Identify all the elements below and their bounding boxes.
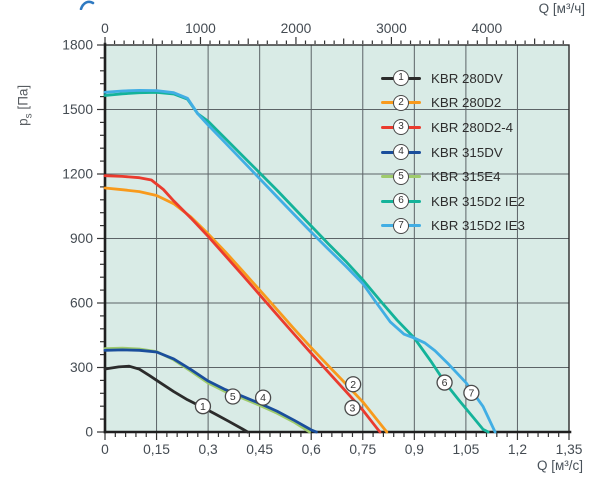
svg-text:1,05: 1,05 xyxy=(452,442,479,457)
svg-text:3000: 3000 xyxy=(376,21,407,36)
svg-text:7: 7 xyxy=(468,387,474,399)
legend-item: 3 KBR 280D2-4 xyxy=(381,115,525,140)
svg-text:1000: 1000 xyxy=(185,21,216,36)
svg-text:300: 300 xyxy=(70,360,93,375)
curve-label-1: 1 xyxy=(194,398,212,415)
axis-ticks xyxy=(97,37,570,440)
svg-text:1500: 1500 xyxy=(62,102,93,117)
axis-lines xyxy=(103,42,572,434)
svg-text:0: 0 xyxy=(85,425,93,440)
legend-marker: 2 xyxy=(381,94,421,111)
legend-marker: 4 xyxy=(381,144,421,161)
svg-text:0: 0 xyxy=(101,442,109,457)
legend-marker: 1 xyxy=(381,70,421,87)
legend-item: 5 KBR 315E4 xyxy=(381,164,525,189)
legend-number-badge: 2 xyxy=(393,94,409,111)
svg-text:0,15: 0,15 xyxy=(143,442,170,457)
curve-3 xyxy=(103,174,382,434)
legend-marker: 6 xyxy=(381,193,421,210)
svg-text:4000: 4000 xyxy=(472,21,503,36)
legend-label: KBR 315D2 IE2 xyxy=(431,193,525,209)
legend: 1 KBR 280DV 2 KBR 280D2 3 KBR 280D2-4 4 KBR 315… xyxy=(381,66,525,238)
svg-text:0,3: 0,3 xyxy=(199,442,219,457)
curve-1 xyxy=(103,364,250,434)
legend-number-badge: 6 xyxy=(393,193,409,210)
legend-item: 2 KBR 280D2 xyxy=(381,91,525,116)
curve-7 xyxy=(103,89,497,434)
legend-item: 6 KBR 315D2 IE2 xyxy=(381,189,525,214)
svg-text:0,9: 0,9 xyxy=(405,442,425,457)
curve-label-6: 6 xyxy=(436,374,453,391)
cropped-logo-fragment xyxy=(79,0,95,10)
legend-marker: 7 xyxy=(381,217,421,234)
svg-text:1800: 1800 xyxy=(62,38,93,53)
legend-number-badge: 1 xyxy=(393,70,409,87)
svg-text:0,6: 0,6 xyxy=(302,442,322,457)
legend-item: 7 KBR 315D2 IE3 xyxy=(381,214,525,239)
svg-text:1200: 1200 xyxy=(62,167,93,182)
legend-label: KBR 315E4 xyxy=(431,169,501,185)
legend-number-badge: 3 xyxy=(393,119,409,136)
svg-text:0: 0 xyxy=(101,21,109,36)
svg-text:6: 6 xyxy=(442,377,448,389)
legend-number-badge: 5 xyxy=(393,168,409,185)
x-axis-bottom-title: Q [м³/с] xyxy=(536,458,583,473)
y-axis-title: ps [Па] xyxy=(16,53,35,157)
tick-labels: 0 0,15 0,3 0,45 0,6 0,75 0,9 1,05 1,2 1,350 1000 20… xyxy=(62,21,582,457)
legend-label: KBR 315DV xyxy=(431,144,503,160)
x-axis-top-title: Q [м³/ч] xyxy=(538,1,585,16)
svg-text:0,75: 0,75 xyxy=(349,442,376,457)
y-axis-unit: [Па] xyxy=(15,84,31,110)
curve-label-4: 4 xyxy=(254,389,272,406)
y-axis-subscript: s xyxy=(23,113,35,119)
svg-text:0,45: 0,45 xyxy=(246,442,273,457)
curve-label-7: 7 xyxy=(463,384,480,402)
curve-label-5: 5 xyxy=(224,388,242,405)
svg-text:600: 600 xyxy=(70,296,93,311)
legend-item: 4 KBR 315DV xyxy=(381,140,525,165)
legend-item: 1 KBR 280DV xyxy=(381,66,525,91)
legend-label: KBR 280D2-4 xyxy=(431,119,514,135)
curve-4 xyxy=(103,348,318,434)
legend-marker: 3 xyxy=(381,119,421,136)
y-axis-symbol: p xyxy=(15,118,31,126)
legend-label: KBR 315D2 IE3 xyxy=(431,218,525,234)
curve-label-3: 3 xyxy=(344,399,361,417)
svg-text:5: 5 xyxy=(230,391,236,403)
svg-text:4: 4 xyxy=(260,392,266,404)
legend-number-badge: 7 xyxy=(393,217,409,234)
legend-marker: 5 xyxy=(381,168,421,185)
svg-text:2000: 2000 xyxy=(281,21,312,36)
svg-text:1,2: 1,2 xyxy=(508,442,527,457)
legend-number-badge: 4 xyxy=(393,144,409,161)
legend-label: KBR 280DV xyxy=(431,70,503,86)
gridlines xyxy=(105,45,569,432)
svg-text:2: 2 xyxy=(350,379,356,391)
svg-text:900: 900 xyxy=(70,231,93,246)
curve-label-2: 2 xyxy=(345,376,362,393)
svg-text:1,35: 1,35 xyxy=(556,442,583,457)
svg-text:3: 3 xyxy=(350,403,356,415)
svg-text:1: 1 xyxy=(200,401,206,413)
legend-label: KBR 280D2 xyxy=(431,95,502,111)
